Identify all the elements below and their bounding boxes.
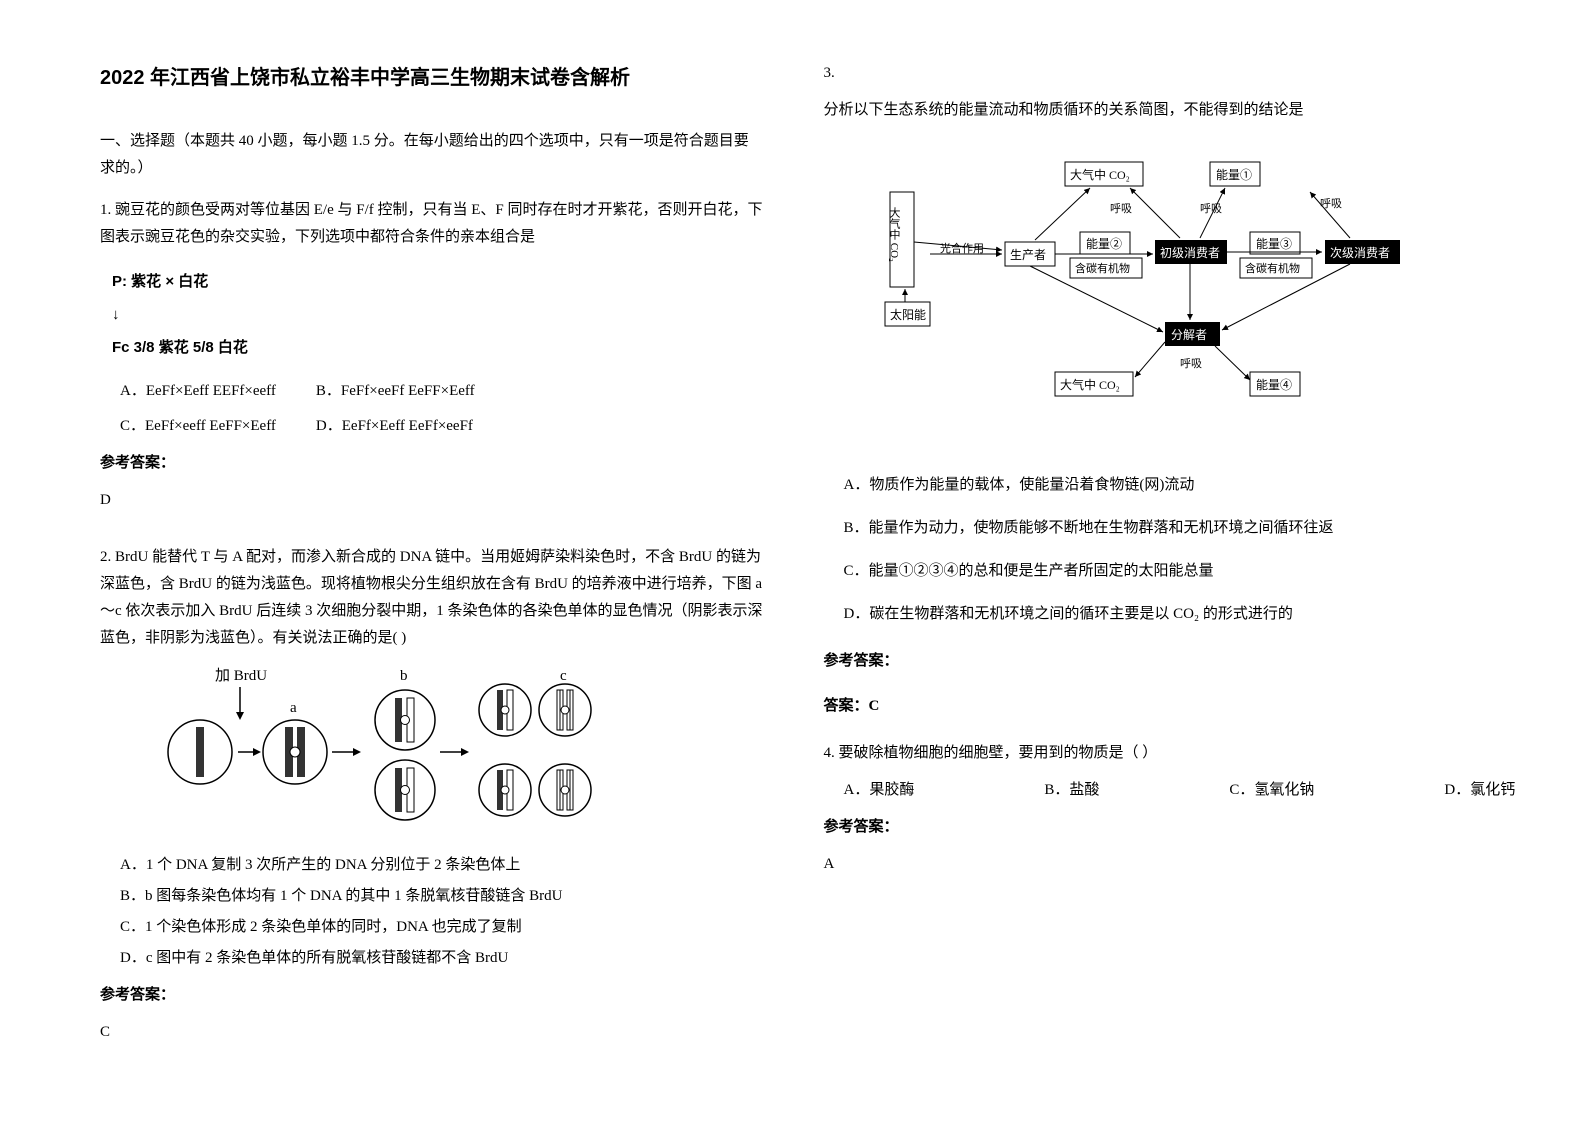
brdu-label: 加 BrdU — [215, 667, 267, 684]
svg-text:能量④: 能量④ — [1256, 378, 1292, 392]
q1-optC: C．EeFf×eeff EeFF×Eeff — [120, 413, 276, 440]
q2-text: 2. BrdU 能替代 T 与 A 配对，而渗入新合成的 DNA 链中。当用姬姆… — [100, 544, 764, 652]
q2-optA: A．1 个 DNA 复制 3 次所产生的 DNA 分别位于 2 条染色体上 — [120, 852, 764, 879]
eco-figure: 大气中 CO₂ 能量① 大气中 CO₂ 太阳能 生产者 能量② 含碳有机物 初级… — [880, 152, 1430, 412]
q3-answer: 答案：C — [824, 693, 1488, 720]
q2-fig-b: b — [400, 668, 408, 684]
q2-optB: B．b 图每条染色体均有 1 个 DNA 的其中 1 条脱氧核苷酸链含 BrdU — [120, 883, 764, 910]
q3-options: A．物质作为能量的载体，使能量沿着食物链(网)流动 B．能量作为动力，使物质能够… — [844, 462, 1488, 638]
q2-optC: C．1 个染色体形成 2 条染色单体的同时，DNA 也完成了复制 — [120, 914, 764, 941]
q4-text: 4. 要破除植物细胞的细胞壁，要用到的物质是（ ） — [824, 740, 1488, 767]
q4-optC: C．氢氧化钠 — [1229, 777, 1314, 804]
svg-text:次级消费者: 次级消费者 — [1330, 246, 1390, 260]
q3-optD: D．碳在生物群落和无机环境之间的循环主要是以 CO₂ 的形式进行的 — [844, 595, 1488, 634]
svg-text:太阳能: 太阳能 — [890, 307, 926, 322]
q3-optC: C．能量①②③④的总和便是生产者所固定的太阳能总量 — [844, 552, 1488, 591]
q1-optB: B．FeFf×eeFf EeFF×Eeff — [316, 378, 475, 405]
q4-answer: A — [824, 851, 1488, 878]
q1-cross-arrow: ↓ — [112, 298, 764, 331]
q4-optB: B．盐酸 — [1044, 777, 1099, 804]
svg-text:初级消费者: 初级消费者 — [1160, 246, 1220, 260]
question-4: 4. 要破除植物细胞的细胞壁，要用到的物质是（ ） A．果胶酶 B．盐酸 C．氢… — [824, 740, 1488, 893]
svg-text:能量①: 能量① — [1216, 168, 1252, 182]
q4-options: A．果胶酶 B．盐酸 C．氢氧化钠 D．氯化钙 — [844, 777, 1488, 804]
question-1: 1. 豌豆花的颜色受两对等位基因 E/e 与 F/f 控制，只有当 E、F 同时… — [100, 197, 764, 529]
section-header: 一、选择题（本题共 40 小题，每小题 1.5 分。在每小题给出的四个选项中，只… — [100, 128, 764, 182]
q3-number: 3. — [824, 60, 1488, 87]
q2-options: A．1 个 DNA 复制 3 次所产生的 DNA 分别位于 2 条染色体上 B．… — [120, 852, 764, 972]
svg-text:大气中 CO₂: 大气中 CO₂ — [1060, 377, 1120, 392]
q1-answer: D — [100, 487, 764, 514]
svg-text:能量②: 能量② — [1086, 237, 1122, 251]
svg-text:呼吸: 呼吸 — [1320, 197, 1342, 210]
chrom-a — [285, 727, 305, 777]
q4-optD: D．氯化钙 — [1444, 777, 1515, 804]
q4-optA: A．果胶酶 — [844, 777, 915, 804]
q1-opts-row1: A．EeFf×Eeff EEFf×eeff B．FeFf×eeFf EeFF×E… — [120, 378, 764, 405]
svg-text:大气中 CO₂: 大气中 CO₂ — [1070, 167, 1130, 182]
svg-text:能量③: 能量③ — [1256, 237, 1292, 251]
svg-text:生产者: 生产者 — [1010, 248, 1046, 262]
q1-cross-figure: P: 紫花 × 白花 ↓ Fc 3/8 紫花 5/8 白花 — [112, 265, 764, 364]
q2-fig-a: a — [290, 700, 297, 716]
q2-optD: D．c 图中有 2 条染色单体的所有脱氧核苷酸链都不含 BrdU — [120, 945, 764, 972]
q2-fig-c: c — [560, 668, 567, 684]
q3-text: 分析以下生态系统的能量流动和物质循环的关系简图，不能得到的结论是 — [824, 97, 1488, 124]
q4-answer-label: 参考答案： — [824, 814, 1488, 841]
exam-title: 2022 年江西省上饶市私立裕丰中学高三生物期末试卷含解析 — [100, 60, 764, 96]
svg-text:呼吸: 呼吸 — [1110, 202, 1132, 215]
q1-optA: A．EeFf×Eeff EEFf×eeff — [120, 378, 276, 405]
q2-answer-label: 参考答案： — [100, 982, 764, 1009]
svg-text:含碳有机物: 含碳有机物 — [1245, 261, 1300, 275]
q3-optA: A．物质作为能量的载体，使能量沿着食物链(网)流动 — [844, 466, 1488, 505]
svg-text:分解者: 分解者 — [1171, 328, 1207, 342]
svg-text:大气中 CO₂: 大气中 CO₂ — [888, 206, 901, 262]
question-2: 2. BrdU 能替代 T 与 A 配对，而渗入新合成的 DNA 链中。当用姬姆… — [100, 544, 764, 1061]
svg-text:含碳有机物: 含碳有机物 — [1075, 261, 1130, 275]
q3-optB: B．能量作为动力，使物质能够不断地在生物群落和无机环境之间循环往返 — [844, 509, 1488, 548]
q2-answer: C — [100, 1019, 764, 1046]
q1-text: 1. 豌豆花的颜色受两对等位基因 E/e 与 F/f 控制，只有当 E、F 同时… — [100, 197, 764, 251]
q1-cross-p: P: 紫花 × 白花 — [112, 265, 764, 298]
q1-opts-row2: C．EeFf×eeff EeFF×Eeff D．EeFf×Eeff EeFf×e… — [120, 413, 764, 440]
q1-answer-label: 参考答案： — [100, 450, 764, 477]
svg-text:呼吸: 呼吸 — [1180, 357, 1202, 370]
q3-answer-label: 参考答案： — [824, 648, 1488, 675]
q1-optD: D．EeFf×Eeff EeFf×eeFf — [316, 413, 473, 440]
q1-cross-f: Fc 3/8 紫花 5/8 白花 — [112, 331, 764, 364]
right-column: 3. 分析以下生态系统的能量流动和物质循环的关系简图，不能得到的结论是 大气中 … — [824, 60, 1488, 1082]
left-column: 2022 年江西省上饶市私立裕丰中学高三生物期末试卷含解析 一、选择题（本题共 … — [100, 60, 764, 1082]
svg-text:呼吸: 呼吸 — [1200, 202, 1222, 215]
brdu-figure: 加 BrdU a b — [160, 662, 600, 842]
